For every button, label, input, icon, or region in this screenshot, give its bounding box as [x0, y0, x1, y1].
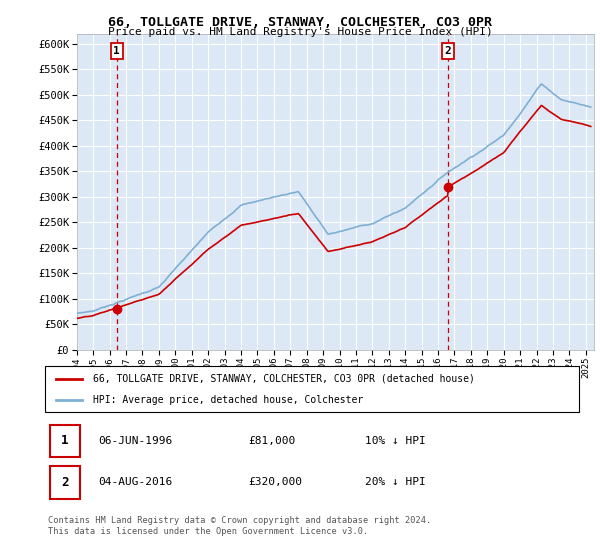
- Text: 06-JUN-1996: 06-JUN-1996: [98, 436, 173, 446]
- FancyBboxPatch shape: [50, 466, 80, 498]
- Text: HPI: Average price, detached house, Colchester: HPI: Average price, detached house, Colc…: [93, 395, 364, 405]
- Text: 04-AUG-2016: 04-AUG-2016: [98, 477, 173, 487]
- Text: £320,000: £320,000: [248, 477, 302, 487]
- Text: Contains HM Land Registry data © Crown copyright and database right 2024.
This d: Contains HM Land Registry data © Crown c…: [48, 516, 431, 536]
- Text: Price paid vs. HM Land Registry's House Price Index (HPI): Price paid vs. HM Land Registry's House …: [107, 27, 493, 37]
- Text: 2: 2: [445, 46, 451, 56]
- FancyBboxPatch shape: [50, 424, 80, 457]
- Text: 20% ↓ HPI: 20% ↓ HPI: [365, 477, 426, 487]
- Text: £81,000: £81,000: [248, 436, 295, 446]
- FancyBboxPatch shape: [45, 366, 579, 412]
- Text: 10% ↓ HPI: 10% ↓ HPI: [365, 436, 426, 446]
- Text: 66, TOLLGATE DRIVE, STANWAY, COLCHESTER, CO3 0PR: 66, TOLLGATE DRIVE, STANWAY, COLCHESTER,…: [108, 16, 492, 29]
- Text: 2: 2: [61, 476, 69, 489]
- Text: 66, TOLLGATE DRIVE, STANWAY, COLCHESTER, CO3 0PR (detached house): 66, TOLLGATE DRIVE, STANWAY, COLCHESTER,…: [93, 374, 475, 384]
- Text: 1: 1: [113, 46, 120, 56]
- Text: 1: 1: [61, 435, 69, 447]
